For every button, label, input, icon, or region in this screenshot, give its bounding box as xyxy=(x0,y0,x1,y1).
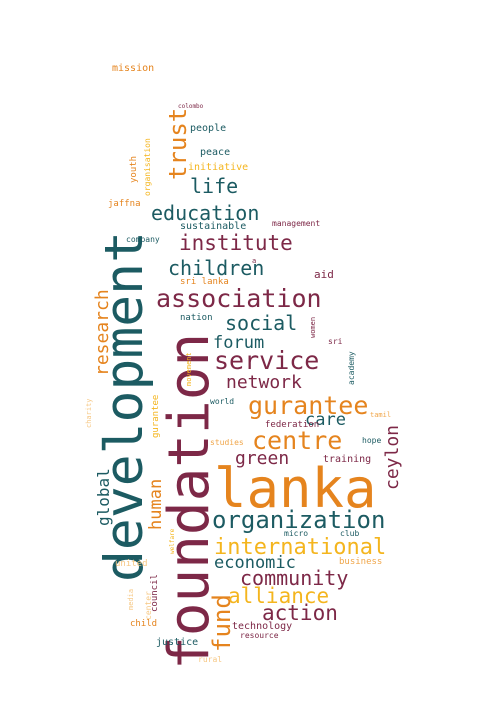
word-women: women xyxy=(309,316,317,338)
word-nation: nation xyxy=(180,313,213,323)
word-network: network xyxy=(226,372,302,393)
word-gurantee-small: gurantee xyxy=(151,394,161,438)
word-green: green xyxy=(235,448,290,469)
word-sustainable: sustainable xyxy=(180,221,247,232)
word-rural: rural xyxy=(198,655,223,664)
word-training: training xyxy=(323,454,372,465)
word-media: media xyxy=(127,588,135,610)
word-federation: federation xyxy=(265,420,320,430)
word-fund: fund xyxy=(208,594,236,652)
word-micro: micro xyxy=(284,529,309,538)
word-peace: peace xyxy=(200,147,231,158)
word-mission: mission xyxy=(112,63,155,74)
word-people: people xyxy=(190,123,227,134)
word-children: children xyxy=(168,256,265,280)
word-organisation: organisation xyxy=(143,138,152,196)
word-ceylon: ceylon xyxy=(382,424,403,490)
word-initiative: initiative xyxy=(188,162,249,173)
word-united: united xyxy=(115,559,148,569)
word-jaffna: jaffna xyxy=(108,199,141,209)
word-trust: trust xyxy=(164,107,192,180)
word-management: management xyxy=(272,219,321,228)
word-aid: aid xyxy=(314,268,334,281)
word-justice: justice xyxy=(156,637,199,648)
word-studies: studies xyxy=(210,438,244,447)
word-movement: movement xyxy=(185,352,193,386)
word-resource: resource xyxy=(240,631,279,640)
word-community: community xyxy=(240,566,349,590)
word-center: center xyxy=(144,591,153,620)
word-education: education xyxy=(151,201,260,225)
word-human: human xyxy=(146,478,166,530)
word-action: action xyxy=(262,601,338,625)
word-development: development xyxy=(94,231,155,582)
word-club: club xyxy=(340,529,360,538)
word-service: service xyxy=(214,346,320,375)
word-life: life xyxy=(190,174,239,198)
word-global: global xyxy=(94,468,113,526)
word-care: care xyxy=(305,410,346,430)
word-research: research xyxy=(92,289,113,376)
word-business: business xyxy=(339,557,383,567)
word-institute: institute xyxy=(179,231,293,255)
word-alliance: alliance xyxy=(228,584,330,608)
word-colombo: colombo xyxy=(178,103,204,110)
word-youth: youth xyxy=(129,155,139,183)
word-organization: organization xyxy=(212,506,386,534)
word-world: world xyxy=(210,397,235,406)
word-technology: technology xyxy=(232,621,293,632)
word-gurantee: gurantee xyxy=(248,391,369,420)
word-economic: economic xyxy=(214,553,296,573)
word-tamil: tamil xyxy=(370,411,392,419)
word-international: international xyxy=(214,535,387,560)
word-lanka: lanka xyxy=(214,457,377,520)
word-sri: sri xyxy=(328,337,343,346)
word-child: child xyxy=(130,619,158,629)
word-association: association xyxy=(156,284,322,313)
word-centre: centre xyxy=(252,426,343,455)
word-welfare: welfare xyxy=(169,528,176,554)
word-hope: hope xyxy=(362,436,382,445)
word-forum: forum xyxy=(213,333,265,353)
word-academy: academy xyxy=(347,351,356,385)
word-a: a xyxy=(252,257,257,265)
word-social: social xyxy=(225,311,298,335)
word-charity: charity xyxy=(85,398,93,428)
word-company: company xyxy=(126,235,160,244)
word-sri-lanka: sri lanka xyxy=(180,277,229,287)
